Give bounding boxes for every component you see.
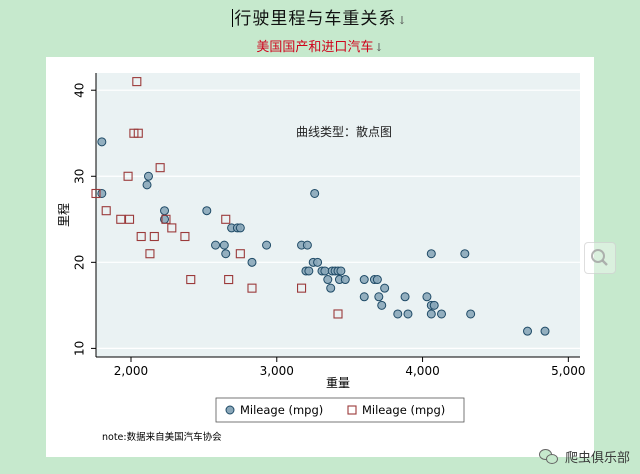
legend-label-foreign: Mileage (mpg) [362,403,445,417]
domestic-point [540,326,550,336]
domestic-point [359,275,369,285]
domestic-point [466,309,476,319]
x-tick-label: 4,000 [405,364,439,378]
foreign-point [91,188,101,199]
chart-note: note:数据来自美国汽车协会 [102,431,222,443]
chart-figure[interactable]: 10 20 30 40 2,000 3,000 4,000 5,000 曲线类型：散点图 重量… [46,57,594,457]
domestic-point [359,292,369,302]
foreign-point [133,128,143,138]
domestic-point [160,206,170,216]
domestic-point [143,171,153,181]
foreign-point [123,171,133,181]
domestic-point [304,266,314,276]
chart-annotation: 曲线类型：散点图 [296,124,392,139]
domestic-point [374,292,384,302]
x-tick-label: 5,000 [551,364,585,378]
foreign-point [149,231,159,242]
domestic-point [313,257,323,267]
domestic-point [340,275,350,285]
foreign-point [124,214,135,224]
foreign-point [167,223,177,233]
domestic-point [523,326,533,336]
document-title: 行驶里程与车重关系 [234,9,397,29]
domestic-point [202,206,212,216]
paragraph-mark-icon: ↓ [374,41,384,54]
domestic-point [310,188,320,198]
legend-circle-marker [225,405,235,415]
domestic-point [460,249,470,259]
foreign-point [221,214,231,224]
legend-square-marker [347,405,357,415]
foreign-point [186,274,196,285]
domestic-point [422,292,432,302]
domestic-point [377,300,387,310]
watermark: 爬虫俱乐部 [538,447,630,466]
domestic-point [262,240,272,250]
document-subtitle: 美国国产和进口汽车 [256,40,374,55]
domestic-point [403,309,413,319]
foreign-point [235,249,245,259]
domestic-point [323,275,333,285]
y-tick-label: 30 [73,169,87,184]
foreign-point [116,214,126,224]
document-title-line[interactable]: 行驶里程与车重关系↓ [0,4,640,29]
y-tick-label: 40 [73,83,87,98]
domestic-point [380,283,390,293]
legend-box [215,397,465,423]
x-tick-label: 2,000 [114,364,148,378]
y-tick-label: 10 [73,341,87,356]
foreign-point [101,206,111,216]
axis-ticks: 10 20 30 40 2,000 3,000 4,000 5,000 [73,83,586,378]
foreign-point [161,214,171,224]
wechat-icon [538,448,559,465]
domestic-point [326,283,336,293]
domestic-point [426,309,436,319]
zoom-button[interactable] [584,242,616,274]
foreign-point [247,283,257,293]
domestic-point [97,188,107,198]
foreign-point [180,231,190,242]
domestic-point [221,249,231,259]
foreign-point [333,309,343,319]
domestic-point [429,300,439,310]
y-tick-label: 20 [73,255,87,270]
foreign-point [297,283,307,293]
gridlines [96,89,580,349]
domestic-point [437,309,447,319]
foreign-point [155,163,165,173]
domestic-point [302,240,312,250]
text-cursor [232,9,234,27]
document-subtitle-line[interactable]: 美国国产和进口汽车↓ [0,36,640,55]
domestic-point [336,266,346,276]
data-points [91,77,550,336]
legend: Mileage (mpg) Mileage (mpg) [215,397,465,423]
search-icon [591,249,608,266]
domestic-point [400,292,410,302]
domestic-point [372,275,382,285]
domestic-point [211,240,221,250]
x-axis-label: 重量 [326,376,350,390]
foreign-point [224,274,234,285]
domestic-point [142,180,152,190]
legend-label-domestic: Mileage (mpg) [240,403,323,417]
domestic-point [426,249,436,259]
watermark-text: 爬虫俱乐部 [564,451,630,466]
foreign-point [132,77,142,87]
foreign-point [145,249,155,259]
scatter-chart: 10 20 30 40 2,000 3,000 4,000 5,000 曲线类型：散点图 重量… [56,73,586,443]
domestic-point [247,257,257,267]
domestic-point [97,137,107,147]
paragraph-mark-icon: ↓ [397,14,408,27]
domestic-point [219,240,229,250]
foreign-point [136,231,146,242]
x-tick-label: 3,000 [260,364,294,378]
domestic-point [393,309,403,319]
y-axis-label: 里程 [56,203,71,227]
domestic-point [235,223,245,233]
